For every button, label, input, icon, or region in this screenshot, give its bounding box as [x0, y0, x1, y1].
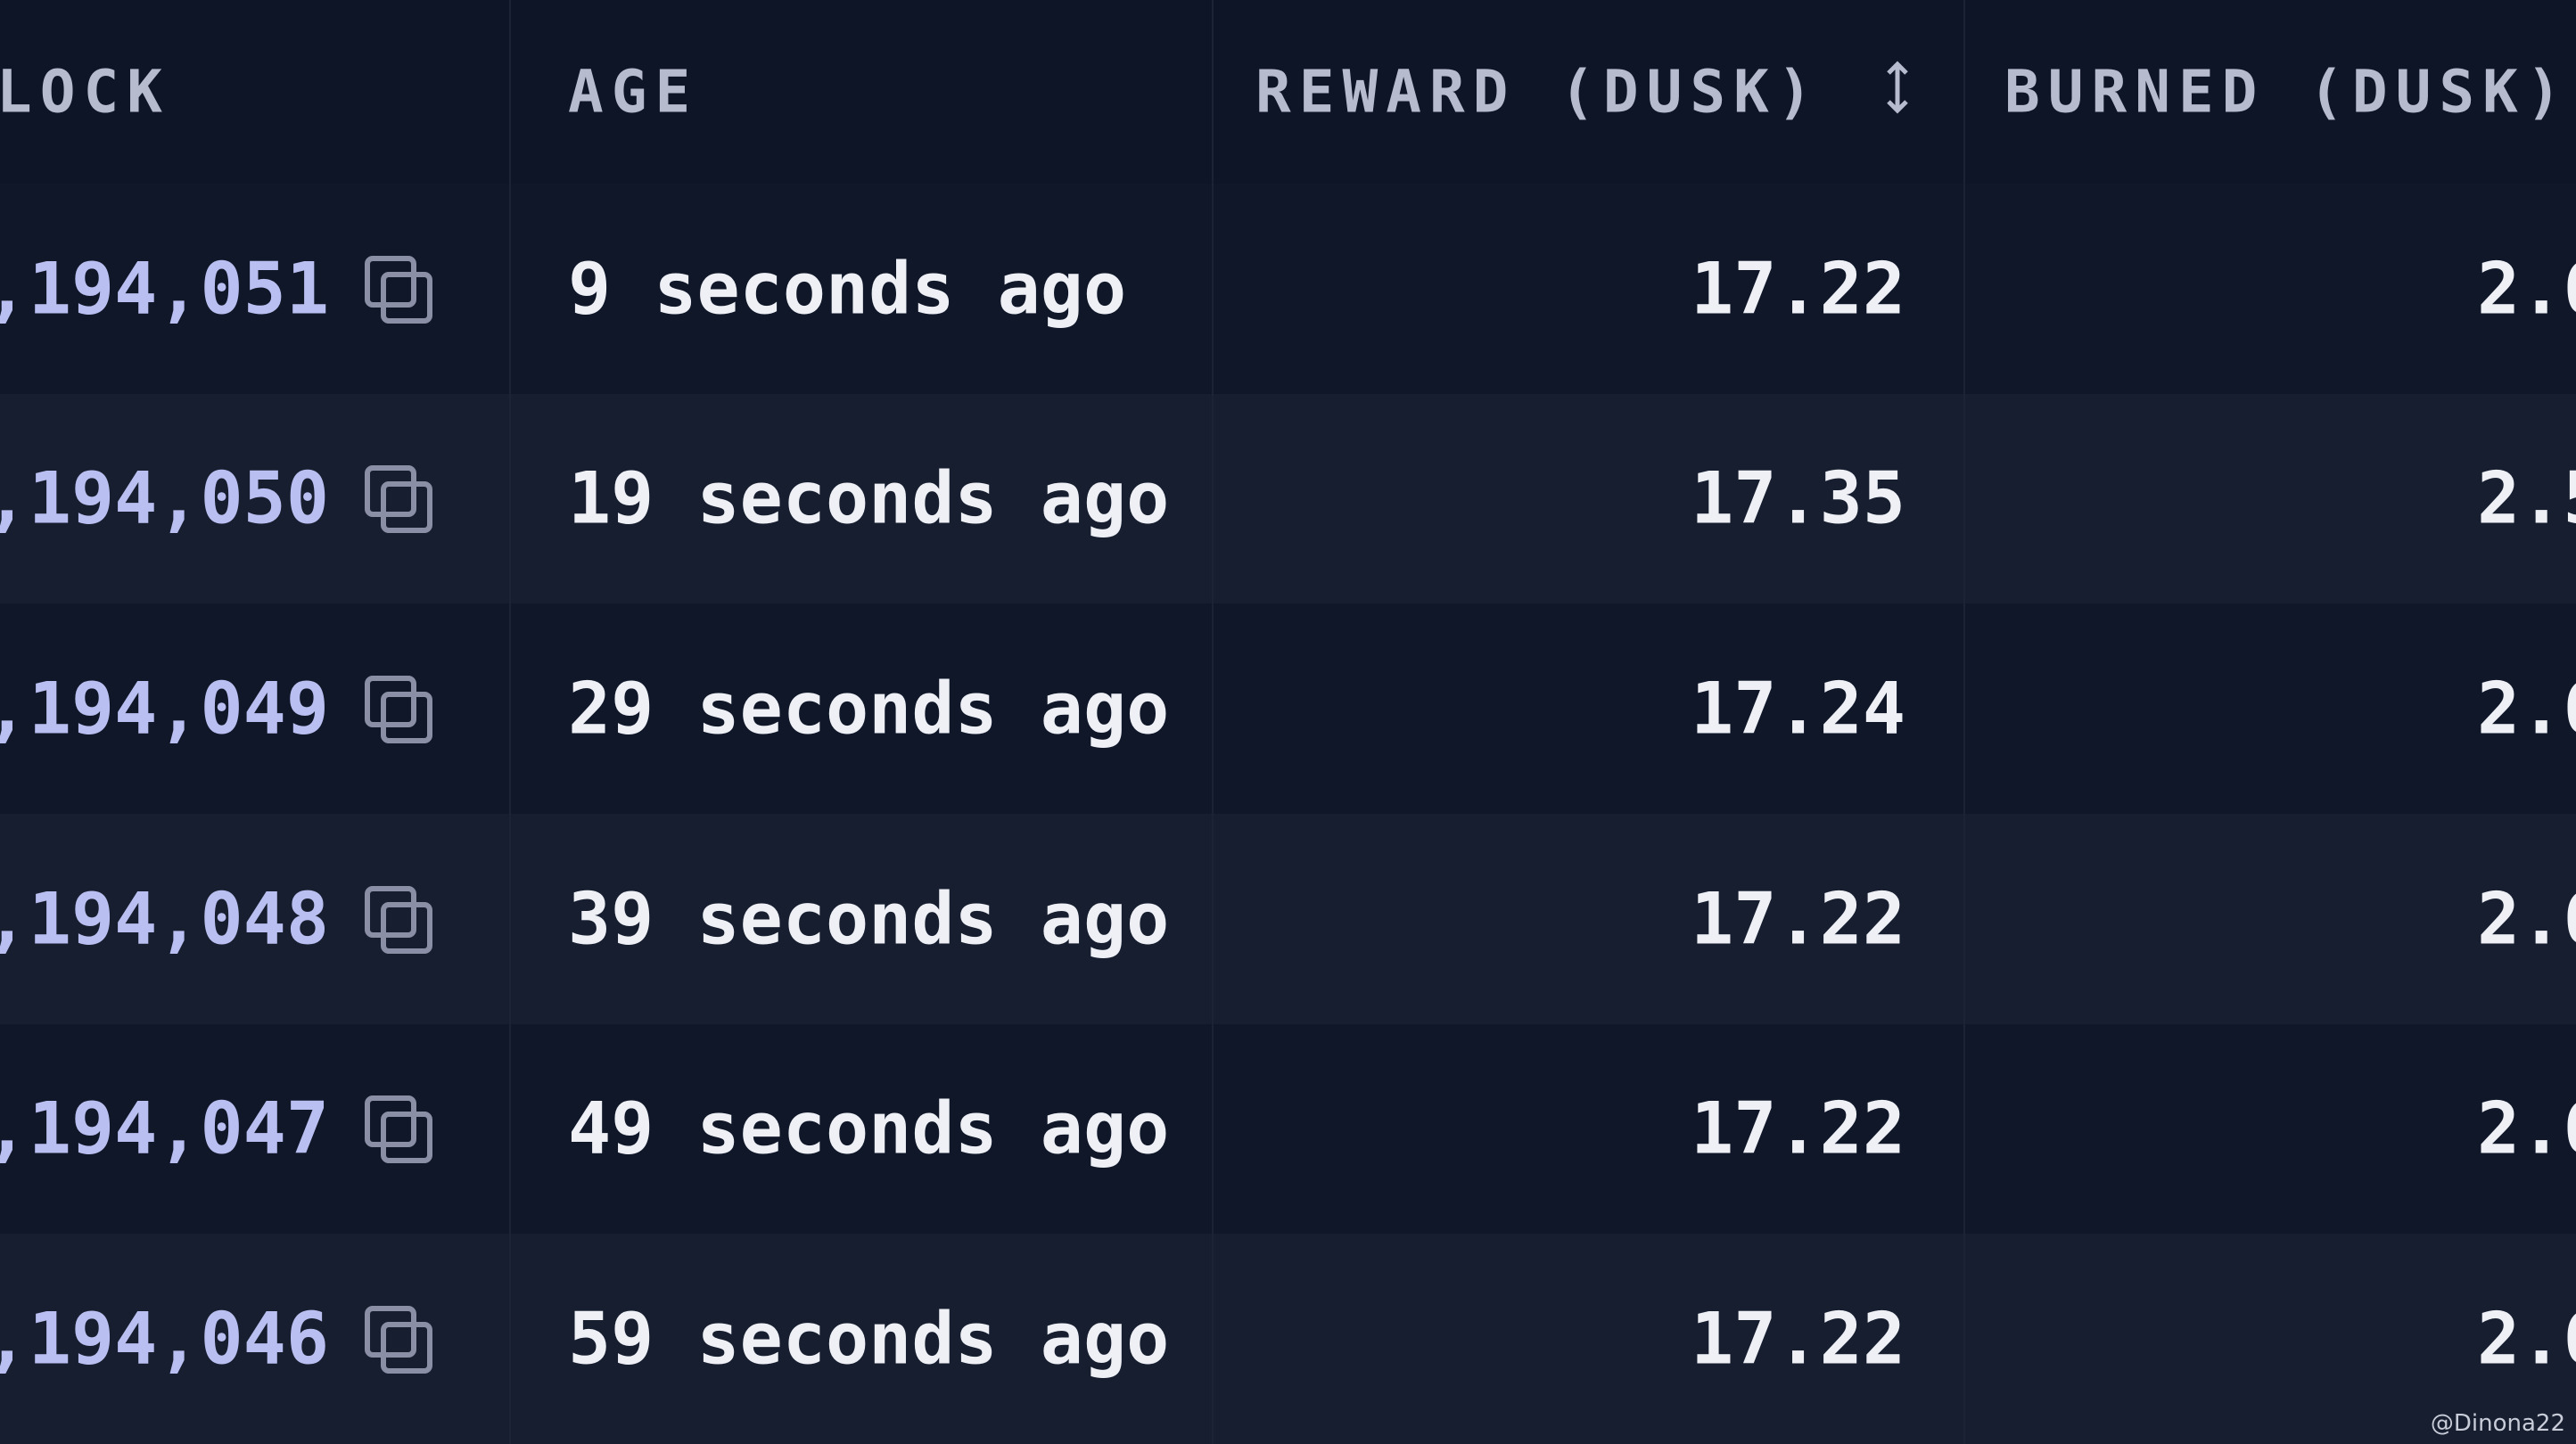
block-number[interactable]: ,194,046 [0, 1297, 329, 1381]
table-row: ,194,050 19 seconds ago 17.35 2.5 [0, 393, 2576, 606]
copy-icon[interactable] [364, 255, 435, 326]
watermark: @Dinona22 [2430, 1410, 2565, 1437]
block-burned: 2.6 [2477, 877, 2576, 961]
block-burned: 2.6 [2477, 247, 2576, 331]
column-divider [509, 0, 511, 1444]
block-number[interactable]: ,194,051 [0, 247, 329, 331]
table-row: ,194,049 29 seconds ago 17.24 2.6 [0, 603, 2576, 816]
column-divider [1963, 0, 1965, 1444]
block-age: 19 seconds ago [568, 456, 1170, 540]
block-reward: 17.22 [1691, 1087, 1905, 1170]
table-row: ,194,046 59 seconds ago 17.22 2.6 [0, 1234, 2576, 1444]
copy-icon[interactable] [364, 675, 435, 746]
column-header[interactable]: BURNED (DUSK) [2004, 57, 2570, 127]
sort-icon[interactable] [1881, 61, 1913, 114]
block-number[interactable]: ,194,050 [0, 456, 329, 540]
copy-icon[interactable] [364, 1095, 435, 1166]
block-burned: 2.6 [2477, 1087, 2576, 1170]
column-divider [1212, 0, 1214, 1444]
block-age: 49 seconds ago [568, 1087, 1170, 1170]
copy-icon[interactable] [364, 1305, 435, 1376]
table-row: ,194,047 49 seconds ago 17.22 2.6 [0, 1023, 2576, 1236]
block-age: 59 seconds ago [568, 1297, 1170, 1381]
copy-icon[interactable] [364, 885, 435, 956]
column-header[interactable]: REWARD (DUSK) [1255, 57, 1821, 127]
block-reward: 17.22 [1691, 247, 1905, 331]
block-age: 39 seconds ago [568, 877, 1170, 961]
block-age: 9 seconds ago [568, 247, 1127, 331]
column-header[interactable]: LOCK [0, 57, 170, 127]
block-reward: 17.35 [1691, 456, 1905, 540]
block-reward: 17.22 [1691, 1297, 1905, 1381]
block-reward: 17.24 [1691, 667, 1905, 751]
copy-icon[interactable] [364, 464, 435, 536]
block-number[interactable]: ,194,048 [0, 877, 329, 961]
block-number[interactable]: ,194,049 [0, 667, 329, 751]
column-header[interactable]: AGE [568, 57, 699, 127]
table-header: LOCK AGE REWARD (DUSK) BURNED (DUSK) [0, 0, 2576, 185]
block-burned: 2.5 [2477, 456, 2576, 540]
block-age: 29 seconds ago [568, 667, 1170, 751]
table-row: ,194,048 39 seconds ago 17.22 2.6 [0, 814, 2576, 1026]
table-row: ,194,051 9 seconds ago 17.22 2.6 [0, 184, 2576, 396]
block-reward: 17.22 [1691, 877, 1905, 961]
block-burned: 2.6 [2477, 667, 2576, 751]
block-number[interactable]: ,194,047 [0, 1087, 329, 1170]
block-burned: 2.6 [2477, 1297, 2576, 1381]
